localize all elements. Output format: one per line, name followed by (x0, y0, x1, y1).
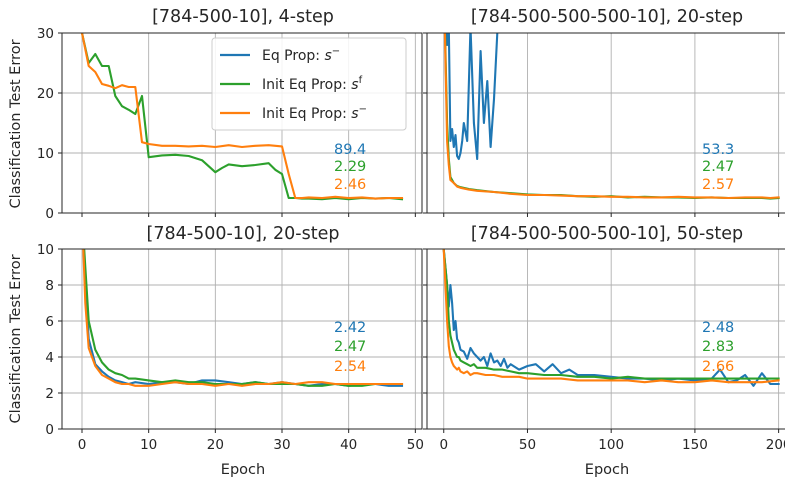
final-value-label-2: 2.47 (702, 159, 734, 175)
series-line-2 (80, 33, 404, 201)
axes-frame (61, 32, 423, 214)
y-tick-label: 10 (37, 242, 54, 258)
y-tick-label: 8 (45, 278, 54, 294)
series-line-1 (445, 33, 499, 161)
legend-entry: Init Eq Prop: sf (220, 75, 363, 93)
legend-box (211, 37, 407, 131)
panel-4-title: [784-500-500-500-10], 50-step (471, 224, 743, 244)
legend-entry: Init Eq Prop: s− (220, 104, 367, 122)
final-value-label-2: 2.47 (334, 339, 366, 355)
x-tick-label: 50 (519, 437, 536, 453)
legend-label: Init Eq Prop: s− (262, 104, 367, 122)
axes-frame (426, 32, 785, 214)
series-group (80, 33, 404, 201)
y-tick-label: 20 (37, 86, 54, 102)
legend-label: Eq Prop: s− (262, 46, 340, 64)
y-tick-label: 6 (45, 314, 54, 330)
panel-3: 0 10 20 30 40 50 0 2 4 6 8 10 2.42 2.47 2.54 (37, 242, 424, 453)
y-tick-label: 4 (45, 350, 54, 366)
final-value-label-1: 2.48 (702, 320, 734, 336)
y-tick-label: 2 (45, 386, 54, 402)
legend: Eq Prop: s− Init Eq Prop: sf Init Eq Prop:… (211, 37, 407, 131)
x-tick-label: 200 (766, 437, 785, 453)
x-tick-label: 0 (439, 437, 448, 453)
series-line-3 (442, 249, 780, 384)
x-tick-label: 40 (340, 437, 357, 453)
y-tick-label: 0 (45, 206, 54, 222)
final-value-label-2: 2.29 (334, 159, 366, 175)
final-value-label-1: 53.3 (702, 142, 734, 158)
final-value-label-1: 2.42 (334, 320, 366, 336)
panel-3-title: [784-500-10], 20-step (147, 224, 340, 244)
panel-2-title: [784-500-500-500-10], 20-step (471, 7, 743, 27)
final-value-label-3: 2.54 (334, 359, 366, 375)
final-value-label-3: 2.66 (702, 359, 734, 375)
x-tick-label: 30 (273, 437, 290, 453)
x-tick-label: 10 (140, 437, 157, 453)
x-tick-label: 20 (207, 437, 224, 453)
series-line-2 (442, 249, 780, 380)
axes-frame (61, 248, 423, 430)
x-tick-label: 150 (682, 437, 708, 453)
series-group (82, 249, 404, 387)
series-group (442, 249, 780, 387)
final-value-label-1: 89.4 (334, 142, 366, 158)
y-tick-label: 10 (37, 146, 54, 162)
legend-entry: Eq Prop: s− (220, 46, 340, 64)
panel-4-xlabel: Epoch (585, 462, 629, 478)
y-tick-label: 0 (45, 422, 54, 438)
x-tick-label: 0 (78, 437, 87, 453)
axes-frame (426, 248, 785, 430)
final-value-label-3: 2.57 (702, 177, 734, 193)
y-tick-label: 30 (37, 26, 54, 42)
final-value-label-3: 2.46 (334, 177, 366, 193)
legend-label: Init Eq Prop: sf (262, 75, 363, 93)
panel-3-xlabel: Epoch (221, 462, 265, 478)
series-group (443, 33, 780, 200)
x-tick-label: 100 (598, 437, 624, 453)
panel-2: 53.32.47 2.57 (423, 32, 785, 217)
x-tick-label: 50 (407, 437, 424, 453)
panel-4: 0 50 100 150 200 2.48 2.83 2.66 (423, 248, 785, 453)
series-line-3 (443, 33, 780, 200)
final-value-label-2: 2.83 (702, 339, 734, 355)
panel-3-ylabel: Classification Test Error (8, 254, 24, 423)
panel-1-ylabel: Classification Test Error (8, 39, 24, 208)
series-line-3 (82, 249, 404, 387)
panel-1-title: [784-500-10], 4-step (152, 7, 334, 27)
series-line-3 (80, 33, 404, 200)
